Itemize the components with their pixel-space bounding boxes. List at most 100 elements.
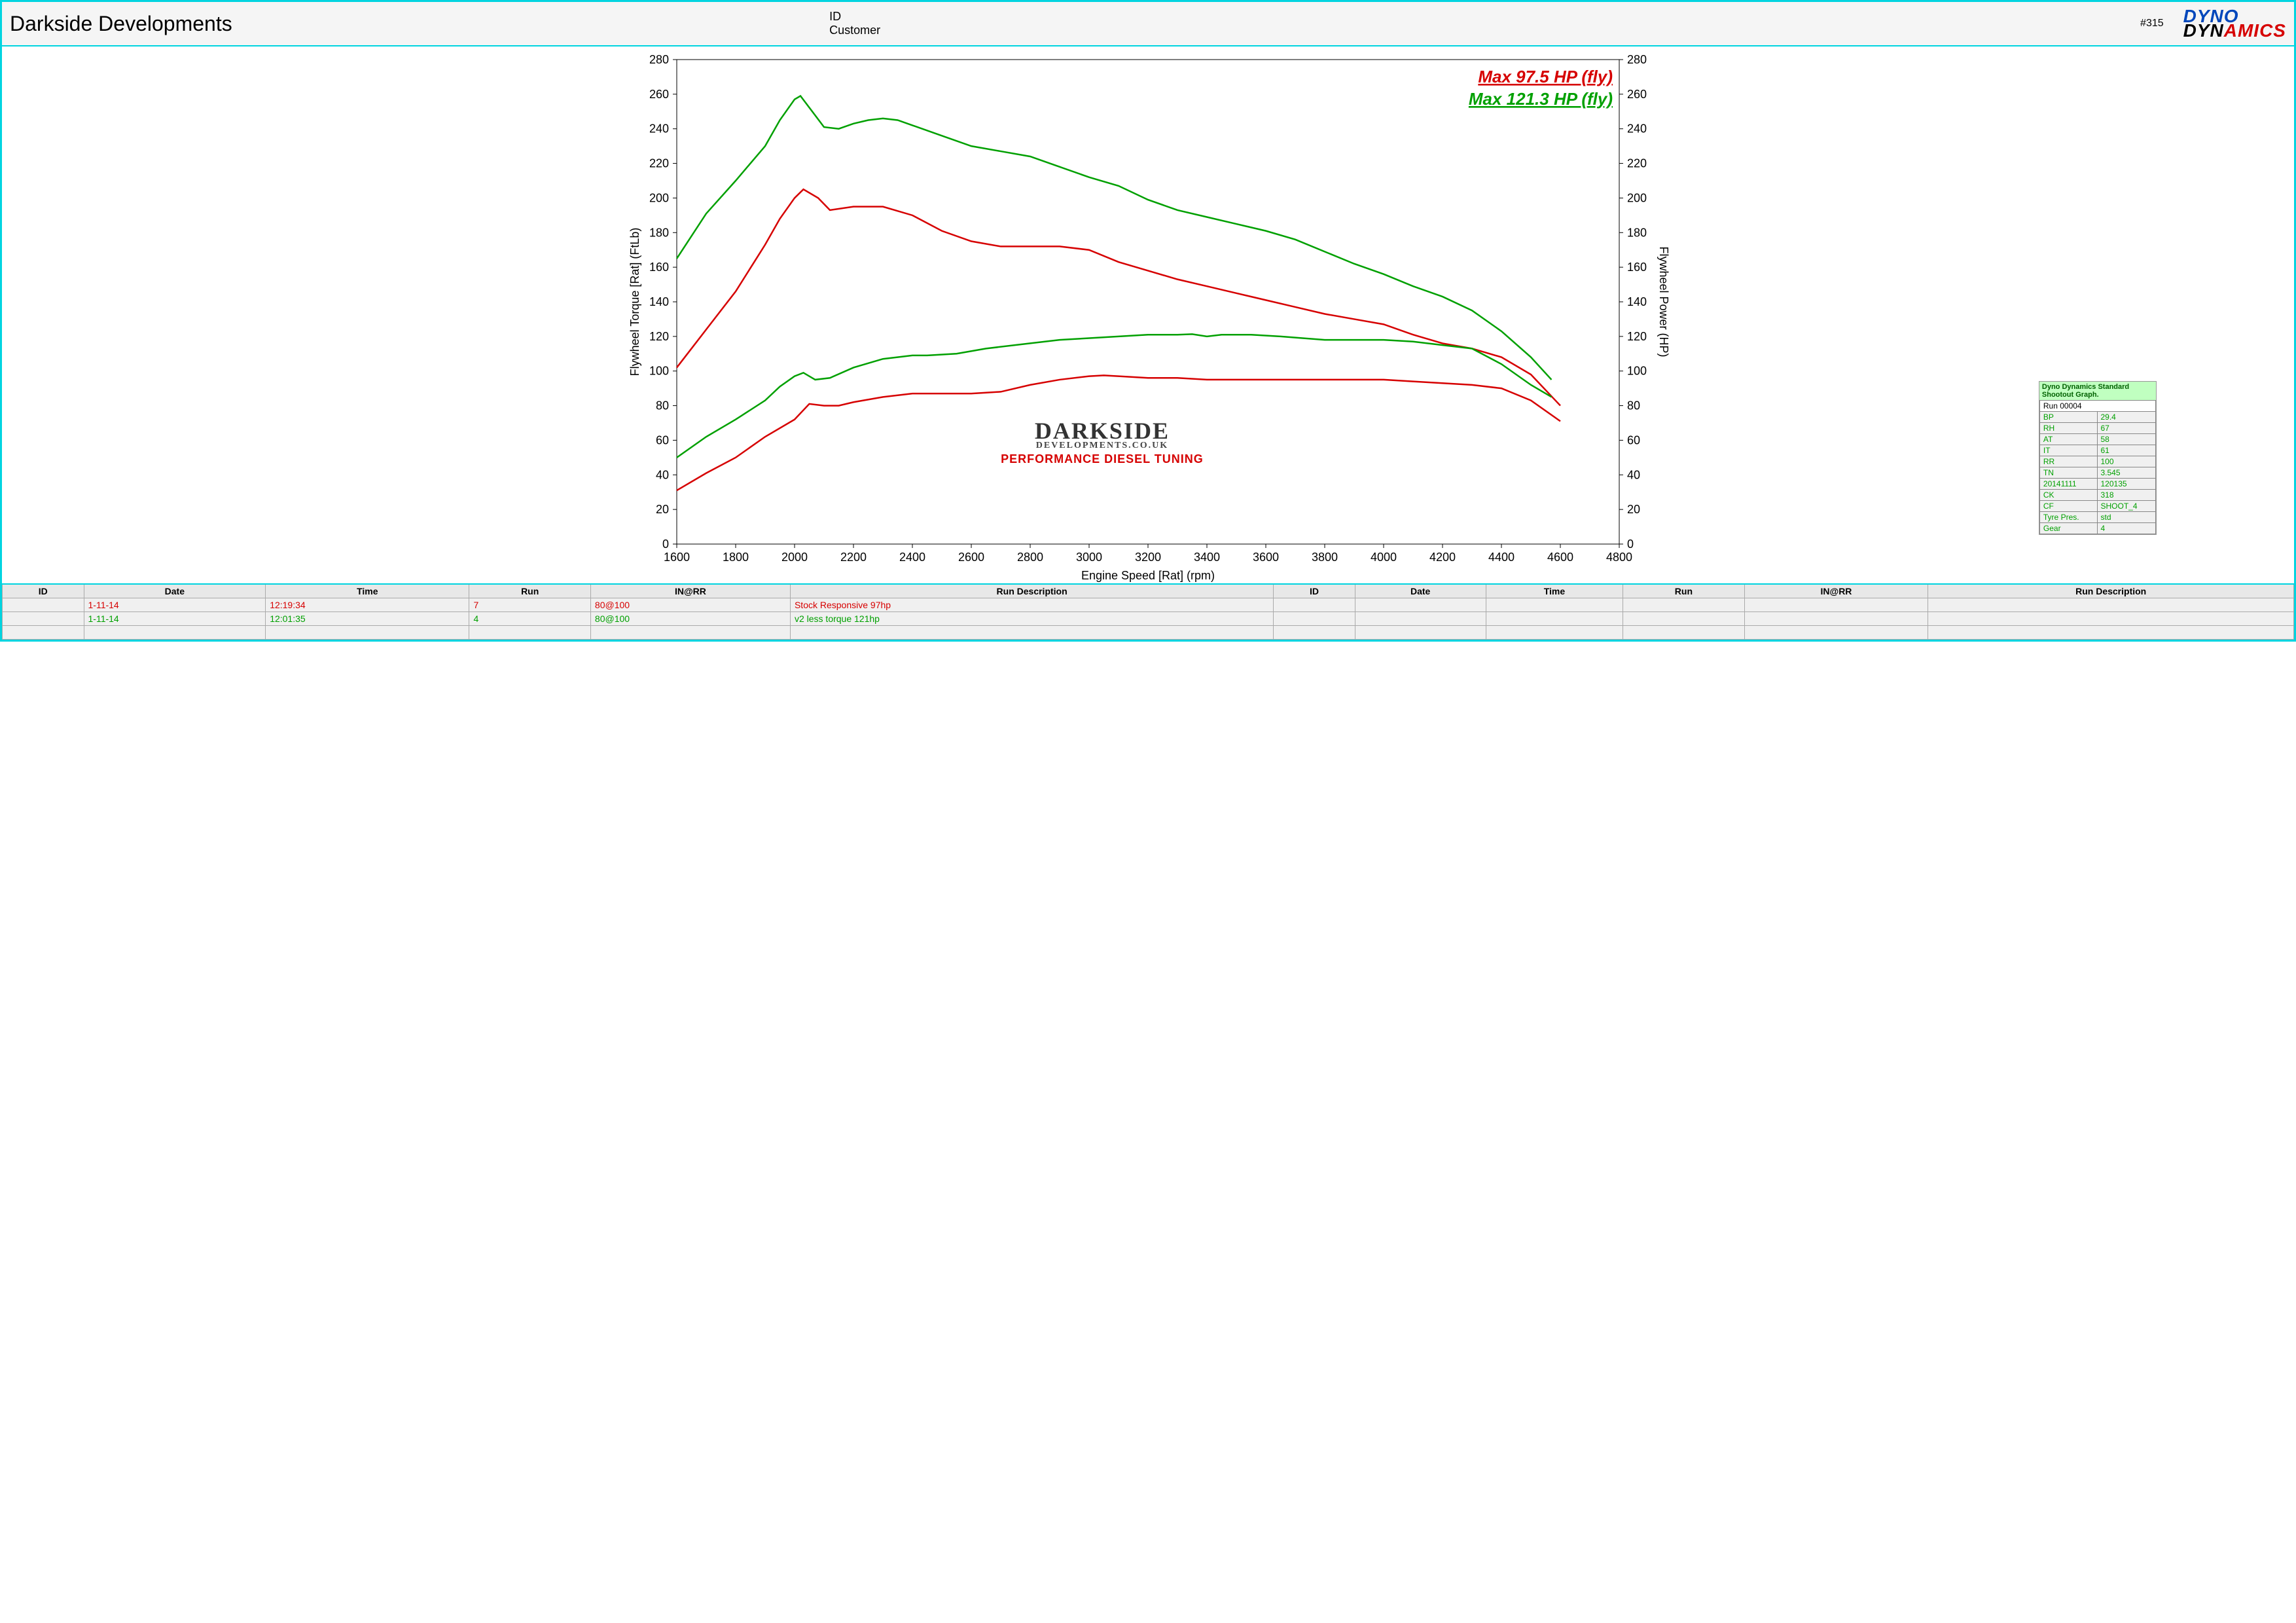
runs-cell: [1274, 626, 1355, 640]
runs-cell: 7: [469, 598, 590, 612]
svg-text:Max 97.5 HP (fly): Max 97.5 HP (fly): [1478, 67, 1613, 86]
svg-text:4800: 4800: [1606, 551, 1632, 564]
runs-cell: [1928, 612, 2294, 626]
runs-cell: [1486, 598, 1623, 612]
svg-text:100: 100: [649, 365, 669, 378]
header-id-block: ID Customer: [829, 10, 2140, 37]
runs-cell: [1355, 598, 1486, 612]
svg-text:20: 20: [656, 503, 669, 516]
svg-text:120: 120: [649, 330, 669, 343]
svg-text:3400: 3400: [1194, 551, 1220, 564]
run-info-box: Dyno Dynamics Standard Shootout Graph.Ru…: [2039, 381, 2157, 535]
svg-text:0: 0: [662, 538, 669, 551]
svg-text:220: 220: [1627, 157, 1647, 170]
svg-text:40: 40: [1627, 468, 1640, 481]
runs-cell: 12:19:34: [266, 598, 469, 612]
svg-text:4600: 4600: [1547, 551, 1573, 564]
runs-cell: [1744, 626, 1928, 640]
runs-col: Time: [1486, 584, 1623, 598]
svg-text:260: 260: [1627, 88, 1647, 101]
customer-label: Customer: [829, 24, 2140, 37]
svg-text:2800: 2800: [1017, 551, 1043, 564]
svg-text:20: 20: [1627, 503, 1640, 516]
svg-text:0: 0: [1627, 538, 1634, 551]
runs-cell: [1744, 612, 1928, 626]
runs-cell: [3, 598, 84, 612]
svg-text:200: 200: [649, 191, 669, 204]
svg-text:160: 160: [649, 261, 669, 274]
svg-text:Flywheel Power (HP): Flywheel Power (HP): [1657, 246, 1670, 357]
runs-cell: [1355, 612, 1486, 626]
svg-text:Engine Speed [Rat] (rpm): Engine Speed [Rat] (rpm): [1081, 569, 1215, 582]
svg-text:160: 160: [1627, 261, 1647, 274]
runs-table: IDDateTimeRunIN@RRRun DescriptionIDDateT…: [2, 583, 2294, 640]
runs-cell: 80@100: [590, 612, 790, 626]
runs-cell: 80@100: [590, 598, 790, 612]
svg-text:200: 200: [1627, 191, 1647, 204]
dyno-dynamics-logo: DYNO DYNAMICS: [2183, 6, 2286, 41]
logo-line2: DYNAMICS: [2183, 20, 2286, 41]
runs-cell: [469, 626, 590, 640]
runs-col: Time: [266, 584, 469, 598]
svg-text:260: 260: [649, 88, 669, 101]
svg-text:2400: 2400: [899, 551, 925, 564]
runs-cell: [590, 626, 790, 640]
svg-text:3200: 3200: [1135, 551, 1161, 564]
runs-col: Run Description: [790, 584, 1273, 598]
runs-cell: [1744, 598, 1928, 612]
svg-text:180: 180: [649, 226, 669, 239]
runs-cell: [3, 626, 84, 640]
svg-text:Flywheel Torque [Rat] (FtLb): Flywheel Torque [Rat] (FtLb): [628, 228, 641, 376]
svg-text:1600: 1600: [664, 551, 690, 564]
runs-cell: 1-11-14: [84, 612, 266, 626]
dyno-report-frame: Darkside Developments ID Customer #315 D…: [0, 0, 2296, 642]
runs-cell: v2 less torque 121hp: [790, 612, 1273, 626]
svg-text:2000: 2000: [781, 551, 808, 564]
company-title: Darkside Developments: [10, 12, 829, 36]
dyno-chart: 1600180020002200240026002800300032003400…: [2, 46, 2294, 583]
runs-col: Run: [469, 584, 590, 598]
runs-cell: [1928, 598, 2294, 612]
runs-cell: [790, 626, 1273, 640]
runs-cell: Stock Responsive 97hp: [790, 598, 1273, 612]
svg-text:80: 80: [656, 399, 669, 412]
svg-text:280: 280: [649, 53, 669, 66]
svg-text:4000: 4000: [1371, 551, 1397, 564]
run-id: #315: [2140, 18, 2164, 29]
svg-text:140: 140: [649, 295, 669, 308]
svg-text:3600: 3600: [1253, 551, 1279, 564]
runs-cell: [1274, 598, 1355, 612]
svg-text:4200: 4200: [1429, 551, 1456, 564]
header-bar: Darkside Developments ID Customer #315 D…: [2, 2, 2294, 46]
svg-text:2200: 2200: [840, 551, 867, 564]
svg-text:Max 121.3 HP (fly): Max 121.3 HP (fly): [1469, 89, 1613, 109]
runs-col: ID: [3, 584, 84, 598]
runs-cell: [1355, 626, 1486, 640]
runs-col: Run Description: [1928, 584, 2294, 598]
svg-text:240: 240: [649, 122, 669, 136]
svg-text:240: 240: [1627, 122, 1647, 136]
svg-text:120: 120: [1627, 330, 1647, 343]
svg-text:40: 40: [656, 468, 669, 481]
runs-cell: [1928, 626, 2294, 640]
svg-text:4400: 4400: [1488, 551, 1515, 564]
svg-text:3800: 3800: [1312, 551, 1338, 564]
runs-cell: [266, 626, 469, 640]
runs-cell: [84, 626, 266, 640]
runs-cell: [1486, 626, 1623, 640]
runs-col: IN@RR: [1744, 584, 1928, 598]
svg-text:220: 220: [649, 157, 669, 170]
runs-cell: [1623, 598, 1744, 612]
svg-text:140: 140: [1627, 295, 1647, 308]
svg-text:60: 60: [656, 433, 669, 447]
runs-cell: [1274, 612, 1355, 626]
svg-text:100: 100: [1627, 365, 1647, 378]
runs-col: Run: [1623, 584, 1744, 598]
svg-text:280: 280: [1627, 53, 1647, 66]
runs-col: Date: [1355, 584, 1486, 598]
runs-cell: 4: [469, 612, 590, 626]
svg-text:80: 80: [1627, 399, 1640, 412]
svg-text:2600: 2600: [958, 551, 984, 564]
chart-svg: 1600180020002200240026002800300032003400…: [2, 46, 2294, 583]
runs-cell: 12:01:35: [266, 612, 469, 626]
